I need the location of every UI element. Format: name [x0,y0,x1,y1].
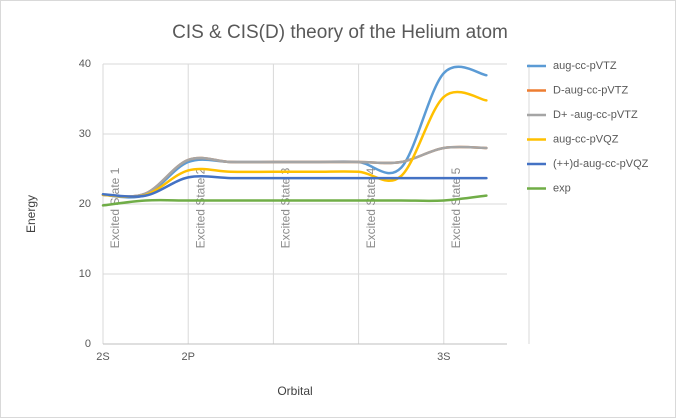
x-tick-label: 3S [437,351,450,363]
y-tick-label: 40 [79,58,91,70]
legend-label: D+ -aug-cc-pVTZ [553,109,638,121]
legend-label: exp [553,182,571,194]
line-series [101,194,488,207]
legend-label: (++)d-aug-cc-pVQZ [553,158,649,170]
annotation: Excited State 1 [108,167,122,248]
chart-title: CIS & CIS(D) theory of the Helium atom [172,22,508,43]
y-tick-label: 20 [79,198,91,210]
annotation: Excited State 3 [279,167,293,248]
annotation: Excited State 2 [193,167,207,248]
legend-label: aug-cc-pVTZ [553,60,617,72]
y-tick-label: 0 [85,338,91,350]
legend-label: D-aug-cc-pVTZ [553,84,628,96]
y-axis-label: Energy [24,195,38,233]
y-tick-label: 30 [79,128,91,140]
line-series [101,145,488,198]
x-tick-label: 2S [96,351,109,363]
legend-label: aug-cc-pVQZ [553,133,619,145]
line-series [101,90,488,198]
y-tick-label: 10 [79,268,91,280]
x-tick-label: 2P [181,351,194,363]
annotation: Excited State 5 [449,167,463,248]
annotation: Excited State 4 [364,167,378,248]
line-series [101,175,488,198]
x-axis-label: Orbital [277,384,312,398]
